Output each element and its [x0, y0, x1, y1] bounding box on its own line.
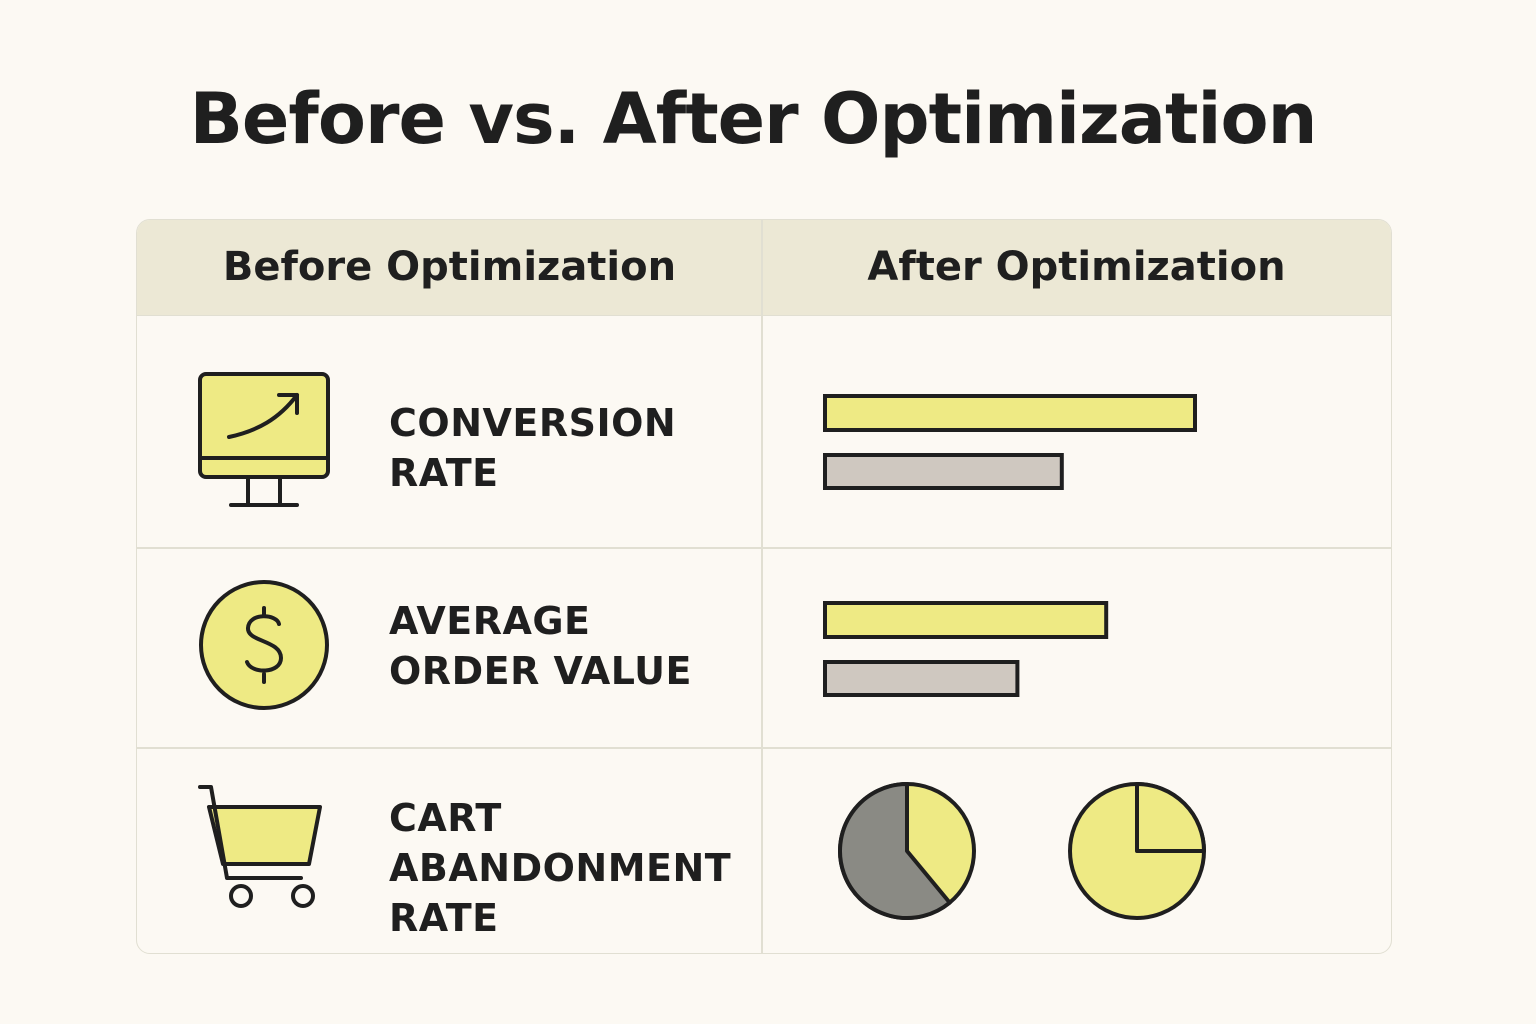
table-row-cart-abandonment-rate: CART ABANDONMENT RATE: [137, 749, 1391, 953]
cart-abandonment-pie-charts: [838, 782, 1206, 920]
header-after: After Optimization: [867, 244, 1286, 290]
row-divider: [137, 547, 1391, 549]
pie-before: [838, 782, 976, 920]
label-line: RATE: [389, 451, 499, 495]
table-row-average-order-value: AVERAGE ORDER VALUE: [137, 548, 1391, 747]
monitor-trend-icon: [198, 372, 330, 507]
header-before: Before Optimization: [222, 244, 677, 290]
page-title: Before vs. After Optimization: [189, 78, 1318, 160]
label-line: CONVERSION: [389, 401, 677, 445]
row-divider: [137, 747, 1391, 749]
pie-after-abandon-slice: [1135, 782, 1206, 853]
pie-before-abandon-slice: [838, 782, 952, 920]
label-line: CART: [389, 796, 502, 840]
table-row-conversion-rate: CONVERSION RATE: [137, 316, 1391, 547]
metric-label-cart-abandonment-rate: CART ABANDONMENT RATE: [389, 793, 731, 943]
table-header: Before Optimization After Optimization: [137, 220, 1391, 316]
bar-before-conversion-rate: [823, 453, 1064, 490]
pie-after: [1068, 782, 1206, 920]
metric-label-conversion-rate: CONVERSION RATE: [389, 398, 676, 498]
bar-after-average-order-value: [823, 601, 1109, 639]
label-line: ABANDONMENT: [389, 846, 732, 890]
shopping-cart-icon: [198, 785, 322, 908]
conversion-rate-bar-chart: [823, 394, 1197, 490]
bar-after-conversion-rate: [823, 394, 1197, 432]
metric-label-average-order-value: AVERAGE ORDER VALUE: [389, 596, 692, 696]
bar-before-average-order-value: [823, 660, 1020, 697]
dollar-coin-icon: [199, 580, 329, 710]
label-line: RATE: [389, 896, 499, 940]
column-divider: [761, 220, 763, 953]
label-line: AVERAGE: [389, 599, 591, 643]
label-line: ORDER VALUE: [389, 649, 692, 693]
comparison-table: Before Optimization After Optimization C…: [136, 219, 1392, 954]
average-order-value-bar-chart: [823, 601, 1109, 697]
